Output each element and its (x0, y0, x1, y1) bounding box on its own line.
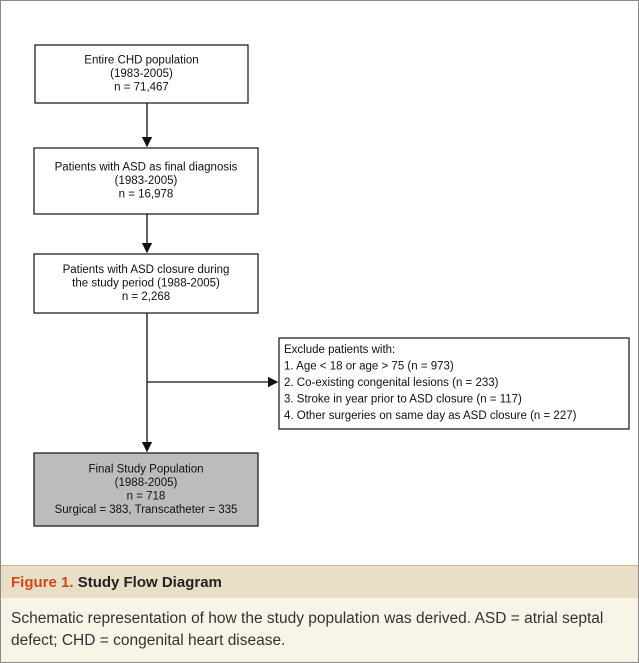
box-text: Patients with ASD closure during (63, 264, 230, 276)
box-text: the study period (1988-2005) (72, 278, 220, 290)
box-text: (1988-2005) (115, 477, 178, 489)
box-text: n = 718 (127, 490, 166, 502)
exclusion-text: 2. Co-existing congenital lesions (n = 2… (284, 377, 499, 389)
box-text: (1983-2005) (115, 175, 178, 187)
box-text: (1983-2005) (110, 68, 173, 80)
caption-text: Schematic representation of how the stud… (1, 598, 638, 662)
exclusion-text: 1. Age < 18 or age > 75 (n = 973) (284, 361, 454, 373)
flow-box (33, 147, 259, 215)
flow-box (33, 253, 259, 314)
box-text: n = 2,268 (122, 291, 170, 303)
exclusion-text: 4. Other surgeries on same day as ASD cl… (284, 410, 577, 422)
caption-label: Figure 1. (11, 574, 74, 591)
box-text: Patients with ASD as final diagnosis (55, 162, 238, 174)
flow-box (34, 44, 249, 104)
flow-box (33, 452, 259, 527)
box-text: Surgical = 383, Transcatheter = 335 (55, 504, 238, 516)
exclusion-box (278, 337, 630, 430)
flow-diagram: Entire CHD population(1983-2005)n = 71,4… (33, 44, 630, 527)
exclusion-text: Exclude patients with: (284, 344, 395, 356)
box-text: Entire CHD population (84, 55, 198, 67)
box-text: n = 16,978 (119, 189, 174, 201)
box-text: Final Study Population (88, 463, 203, 475)
caption-title: Study Flow Diagram (77, 574, 222, 591)
box-text: n = 71,467 (114, 82, 169, 94)
caption-header: Figure 1. Study Flow Diagram (1, 565, 638, 598)
exclusion-text: 3. Stroke in year prior to ASD closure (… (284, 394, 522, 406)
